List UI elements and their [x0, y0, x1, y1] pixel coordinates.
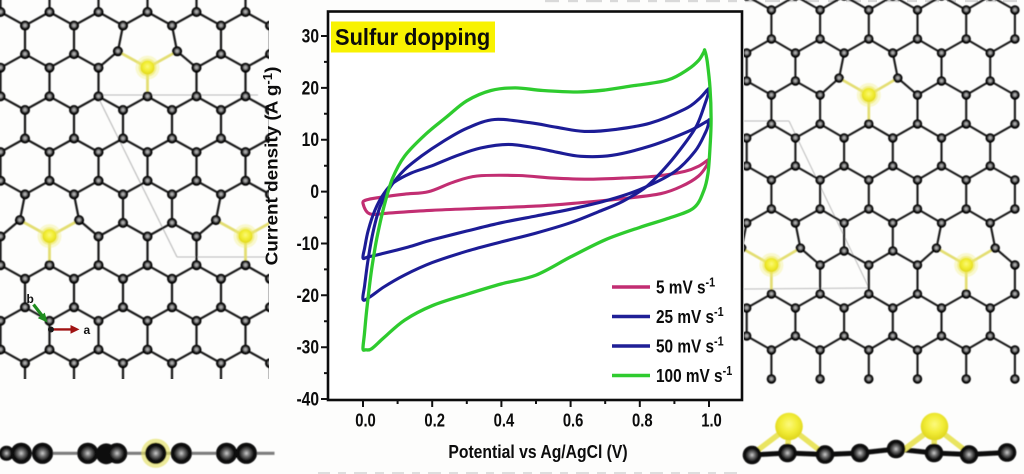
svg-text:0.4: 0.4: [494, 410, 515, 431]
svg-text:0.2: 0.2: [424, 410, 445, 431]
svg-text:1.0: 1.0: [701, 410, 722, 431]
svg-text:a: a: [84, 323, 91, 337]
svg-text:-20: -20: [296, 284, 319, 306]
svg-text:50 mV s-1: 50 mV s-1: [656, 334, 724, 357]
svg-text:5 mV s-1: 5 mV s-1: [656, 275, 715, 298]
svg-text:0: 0: [310, 181, 319, 203]
svg-text:b: b: [27, 292, 34, 306]
svg-text:Current density (A g-1): Current density (A g-1): [260, 67, 281, 266]
svg-text:0.0: 0.0: [355, 410, 376, 431]
svg-text:-40: -40: [296, 388, 319, 410]
svg-text:-30: -30: [296, 336, 319, 358]
svg-text:100 mV s-1: 100 mV s-1: [656, 363, 733, 386]
svg-text:-10: -10: [296, 233, 319, 255]
svg-text:10: 10: [302, 129, 319, 151]
svg-text:30: 30: [302, 25, 319, 47]
svg-text:0.8: 0.8: [632, 410, 653, 431]
svg-text:25 mV s-1: 25 mV s-1: [656, 304, 724, 327]
svg-text:0.6: 0.6: [563, 410, 584, 431]
svg-text:Potential vs Ag/AgCl (V): Potential vs Ag/AgCl (V): [448, 441, 627, 463]
svg-text:20: 20: [302, 77, 319, 99]
svg-text:Sulfur dopping: Sulfur dopping: [335, 24, 490, 50]
